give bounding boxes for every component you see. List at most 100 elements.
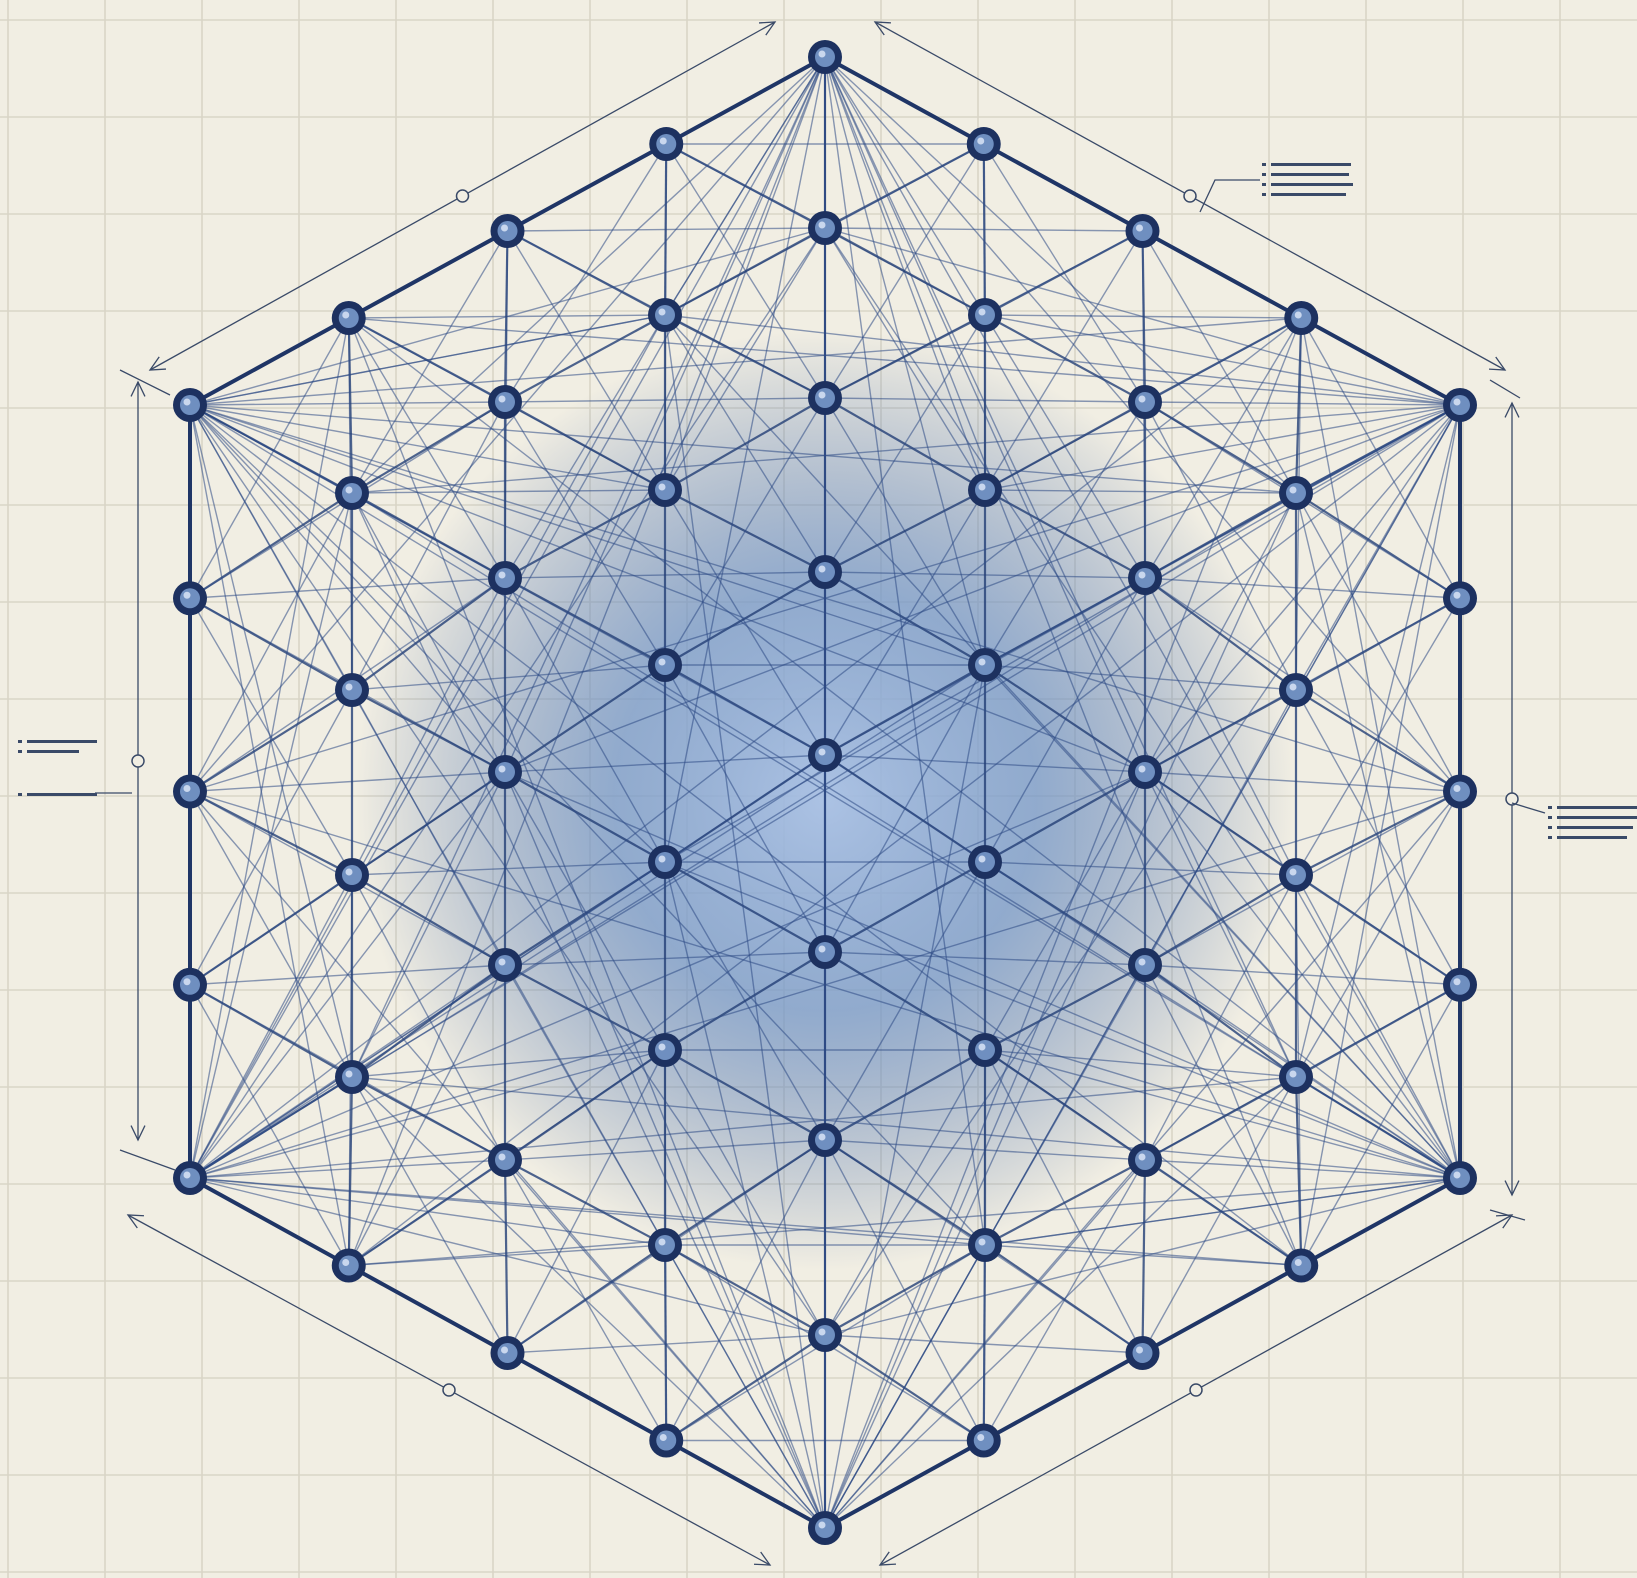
note-bar [1557, 806, 1637, 809]
spoke-edge [189, 492, 1297, 1179]
node-core [338, 308, 359, 328]
node [173, 388, 207, 422]
edge [664, 861, 826, 953]
node-highlight [1138, 1153, 1146, 1161]
edge [189, 791, 353, 1078]
spoke-edge [824, 1177, 1461, 1336]
node-highlight [1138, 571, 1146, 579]
spoke-edge [824, 56, 1297, 1078]
node-core [1135, 762, 1155, 782]
edge [984, 1049, 1297, 1078]
edge [1141, 1076, 1297, 1354]
node-core [655, 852, 675, 872]
node-highlight [345, 683, 353, 691]
node-highlight [978, 855, 986, 863]
node [808, 738, 842, 772]
node [490, 214, 525, 248]
dimension-tick [119, 369, 171, 396]
node-highlight [342, 1259, 350, 1266]
node [1279, 858, 1313, 892]
node-core [1286, 483, 1306, 503]
dimension-midpoint [455, 189, 470, 203]
node [808, 1123, 842, 1157]
node [808, 1318, 842, 1352]
edge [984, 1049, 1144, 1354]
node [335, 673, 369, 707]
arrowhead [873, 21, 892, 36]
edge [664, 397, 826, 666]
node-core [342, 1067, 362, 1087]
spoke-edge [351, 56, 826, 1078]
spoke-edge [351, 1076, 826, 1529]
edge [351, 874, 506, 966]
edge [664, 314, 826, 399]
edge [351, 874, 506, 1161]
node-core [495, 392, 515, 412]
edge [351, 1049, 666, 1078]
edge [504, 577, 666, 863]
node-highlight [977, 137, 985, 145]
edge [189, 771, 506, 793]
edge [351, 771, 506, 1078]
node-highlight [818, 391, 826, 399]
spoke-edge [824, 664, 986, 1529]
node-highlight [818, 1521, 826, 1529]
node-highlight [978, 658, 986, 666]
node-core [815, 1130, 835, 1150]
node-highlight [1138, 958, 1146, 966]
node-core [342, 680, 362, 700]
spoke-edge [189, 317, 1302, 406]
spoke-edge [351, 56, 826, 494]
node [649, 1423, 684, 1458]
node-core [1286, 865, 1306, 885]
node [488, 948, 522, 982]
spoke-edge [664, 861, 826, 1529]
spoke-edge [504, 771, 826, 1529]
spoke-edge [824, 227, 1461, 406]
spoke-edge [1295, 404, 1461, 1078]
note-bar [1557, 816, 1637, 819]
edge [824, 56, 986, 491]
edge [351, 689, 506, 773]
node [1284, 301, 1319, 335]
node-core [815, 942, 835, 962]
edge [351, 664, 666, 691]
node-highlight [183, 978, 191, 986]
node-highlight [818, 50, 826, 58]
note-bullet [1262, 173, 1266, 176]
node-core [495, 762, 515, 782]
node-highlight [501, 224, 508, 232]
edge [983, 1159, 1146, 1441]
edge [351, 489, 666, 494]
spoke-edge [348, 317, 1461, 406]
arrowhead [1504, 1180, 1520, 1197]
spoke-edge [189, 771, 1146, 1179]
node-highlight [1136, 224, 1143, 232]
node-highlight [978, 308, 986, 316]
edge [351, 401, 506, 494]
edge [189, 1159, 506, 1179]
spoke-edge [189, 404, 350, 1266]
dimension-tick [1489, 1209, 1526, 1221]
spoke-edge [824, 404, 1461, 1336]
node-highlight [659, 137, 667, 145]
node [1443, 581, 1477, 616]
spoke-edge [189, 790, 1461, 1179]
edge [824, 397, 1146, 403]
spoke-edge [1295, 404, 1461, 494]
node-highlight [978, 1043, 986, 1051]
node-core [655, 655, 675, 675]
edge [351, 230, 509, 494]
node [968, 298, 1002, 332]
spoke-edge [824, 492, 1297, 1529]
edge [1295, 874, 1461, 1179]
node-core [815, 745, 835, 765]
node-core [497, 1343, 518, 1363]
node-highlight [1136, 1346, 1143, 1354]
note-bar [27, 793, 97, 796]
note-bullet [1262, 193, 1266, 196]
spoke-edge [664, 314, 826, 1529]
spoke-edge [664, 861, 1461, 1179]
node-core [180, 1168, 200, 1188]
node-highlight [818, 1133, 826, 1141]
